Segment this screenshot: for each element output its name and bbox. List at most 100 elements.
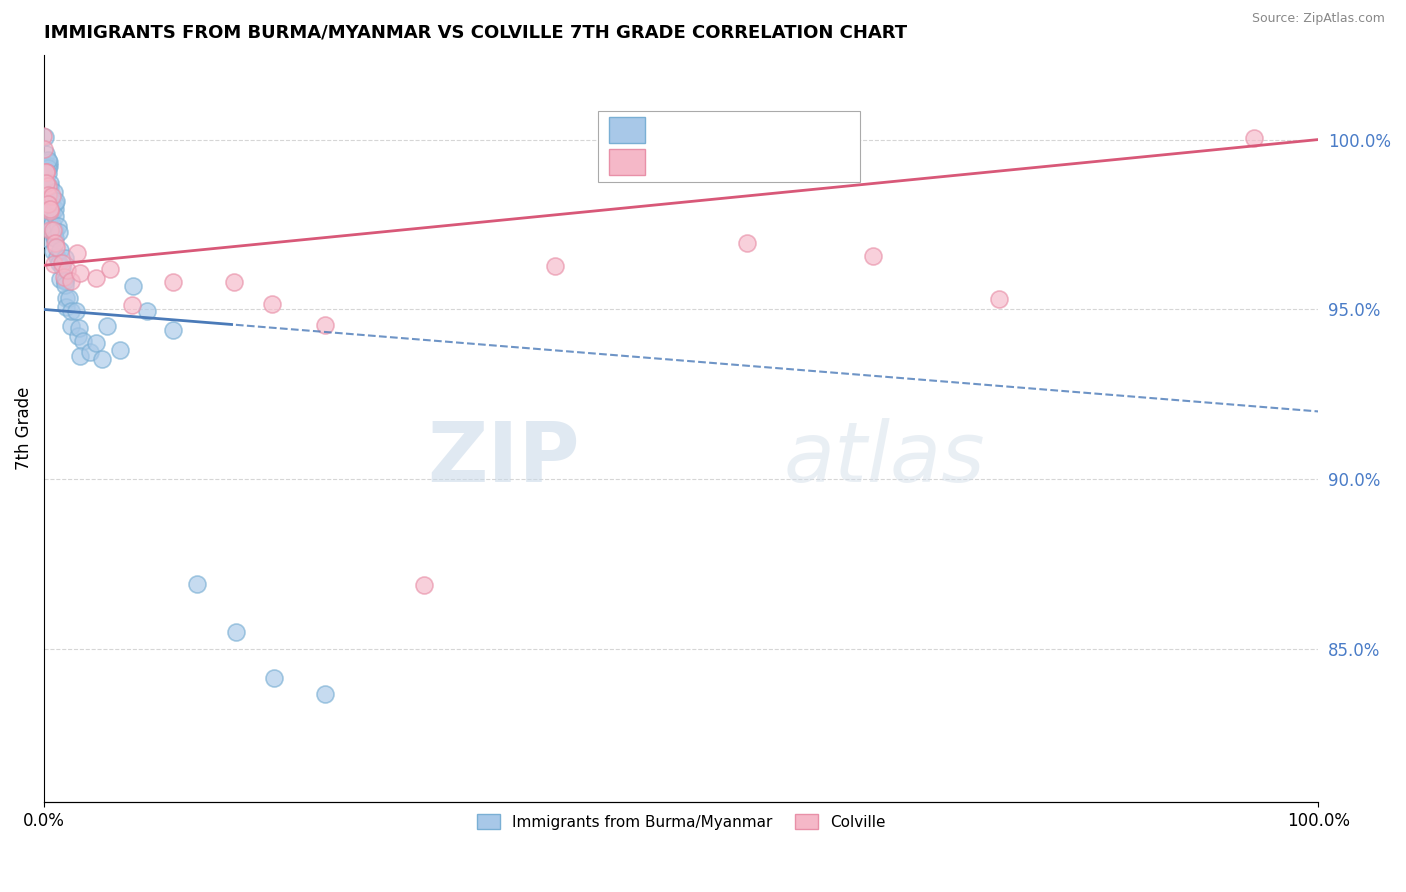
Point <box>136 303 159 318</box>
Point <box>162 323 184 337</box>
Point <box>66 246 89 260</box>
Point <box>59 304 82 318</box>
Point <box>38 155 60 169</box>
Point <box>44 202 66 216</box>
Point <box>39 202 62 217</box>
Point <box>55 300 77 314</box>
Legend: Immigrants from Burma/Myanmar, Colville: Immigrants from Burma/Myanmar, Colville <box>471 807 891 836</box>
Point <box>67 321 90 335</box>
Point <box>53 277 76 292</box>
Text: ZIP: ZIP <box>427 417 579 499</box>
Point <box>44 231 66 245</box>
Point <box>48 272 70 286</box>
Point <box>48 225 70 239</box>
Y-axis label: 7th Grade: 7th Grade <box>15 387 32 470</box>
Point <box>48 256 70 270</box>
Point <box>53 274 76 288</box>
Point <box>263 671 285 685</box>
Point <box>34 231 56 245</box>
Point <box>37 197 59 211</box>
Point <box>56 262 79 277</box>
Point <box>108 343 131 358</box>
Point <box>58 291 80 305</box>
Point <box>39 188 62 202</box>
Point <box>44 195 66 210</box>
Point <box>121 298 143 312</box>
Point <box>44 209 66 223</box>
Point <box>96 319 118 334</box>
Point <box>52 269 75 284</box>
Point <box>543 259 565 273</box>
Point <box>41 217 63 231</box>
Point <box>45 194 67 208</box>
Point <box>46 219 69 234</box>
Point <box>42 185 65 199</box>
Point <box>98 262 121 277</box>
Point <box>39 176 62 190</box>
Point <box>122 278 145 293</box>
Point <box>225 625 247 640</box>
Point <box>38 159 60 173</box>
Point <box>67 328 90 343</box>
Point <box>84 335 107 350</box>
Point <box>69 349 91 363</box>
Point <box>186 577 208 591</box>
Point <box>41 191 63 205</box>
Point <box>37 188 59 202</box>
Point <box>37 179 59 194</box>
Point <box>34 165 56 179</box>
Point <box>38 203 60 218</box>
Text: atlas: atlas <box>783 417 984 499</box>
Point <box>31 189 53 203</box>
Point <box>44 224 66 238</box>
Point <box>35 147 58 161</box>
Point <box>45 240 67 254</box>
Point <box>59 275 82 289</box>
Point <box>862 249 884 263</box>
Point <box>44 230 66 244</box>
Point <box>55 291 77 305</box>
Point <box>31 128 53 143</box>
Point <box>55 273 77 287</box>
Point <box>51 260 73 275</box>
Point <box>162 275 184 289</box>
Point <box>35 165 58 179</box>
Point <box>42 256 65 270</box>
Point <box>1243 130 1265 145</box>
Point <box>37 161 59 176</box>
Point <box>49 243 72 257</box>
Point <box>42 223 65 237</box>
Point <box>314 318 336 333</box>
Point <box>32 161 55 176</box>
Point <box>39 223 62 237</box>
Point <box>413 578 436 592</box>
Point <box>37 166 59 180</box>
Point <box>37 153 59 168</box>
Point <box>44 225 66 239</box>
Point <box>45 250 67 264</box>
Point <box>60 318 83 333</box>
Point <box>34 142 56 156</box>
Point <box>65 304 87 318</box>
Text: IMMIGRANTS FROM BURMA/MYANMAR VS COLVILLE 7TH GRADE CORRELATION CHART: IMMIGRANTS FROM BURMA/MYANMAR VS COLVILL… <box>44 24 907 42</box>
Point <box>72 334 94 348</box>
Point <box>69 266 91 280</box>
Point <box>39 180 62 194</box>
Point <box>53 252 76 266</box>
Point <box>84 271 107 285</box>
Point <box>34 203 56 218</box>
Point <box>34 130 56 145</box>
Point <box>314 687 336 701</box>
Point <box>51 256 73 270</box>
Text: Source: ZipAtlas.com: Source: ZipAtlas.com <box>1251 12 1385 25</box>
Point <box>42 244 65 258</box>
Point <box>41 189 63 203</box>
Point <box>38 193 60 207</box>
Point <box>90 352 112 367</box>
Point <box>44 235 66 250</box>
Point <box>262 296 284 310</box>
Point <box>41 205 63 219</box>
Point <box>988 292 1011 306</box>
Point <box>735 236 758 251</box>
Point <box>37 182 59 196</box>
